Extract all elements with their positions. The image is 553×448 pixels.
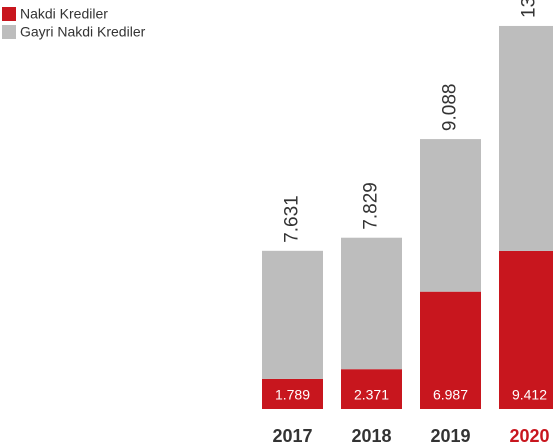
bar-segment (341, 369, 402, 409)
legend-swatch (2, 7, 16, 21)
x-tick-label: 2019 (430, 426, 470, 446)
x-tick-label: 2020 (509, 426, 549, 446)
bar-segment (262, 250, 323, 379)
legend-label: Nakdi Krediler (20, 6, 108, 22)
value-label: 7.631 (282, 195, 303, 243)
value-label: 6.987 (433, 387, 468, 403)
bar-segment (499, 250, 553, 409)
bar-segment (262, 378, 323, 409)
x-tick-label: 2017 (272, 426, 312, 446)
value-label: 1.789 (275, 387, 310, 403)
legend-swatch (2, 25, 16, 39)
value-label: 9.088 (440, 84, 461, 132)
value-label: 9.412 (512, 387, 547, 403)
value-label: 13.400 (519, 0, 540, 18)
bar-segment (420, 139, 481, 292)
bar-segment (420, 291, 481, 409)
legend-label: Gayri Nakdi Krediler (20, 24, 146, 40)
bar-segment (341, 237, 402, 370)
value-label: 7.829 (361, 182, 382, 230)
bar-segment (499, 25, 553, 251)
value-label: 2.371 (354, 387, 389, 403)
x-tick-label: 2018 (351, 426, 391, 446)
